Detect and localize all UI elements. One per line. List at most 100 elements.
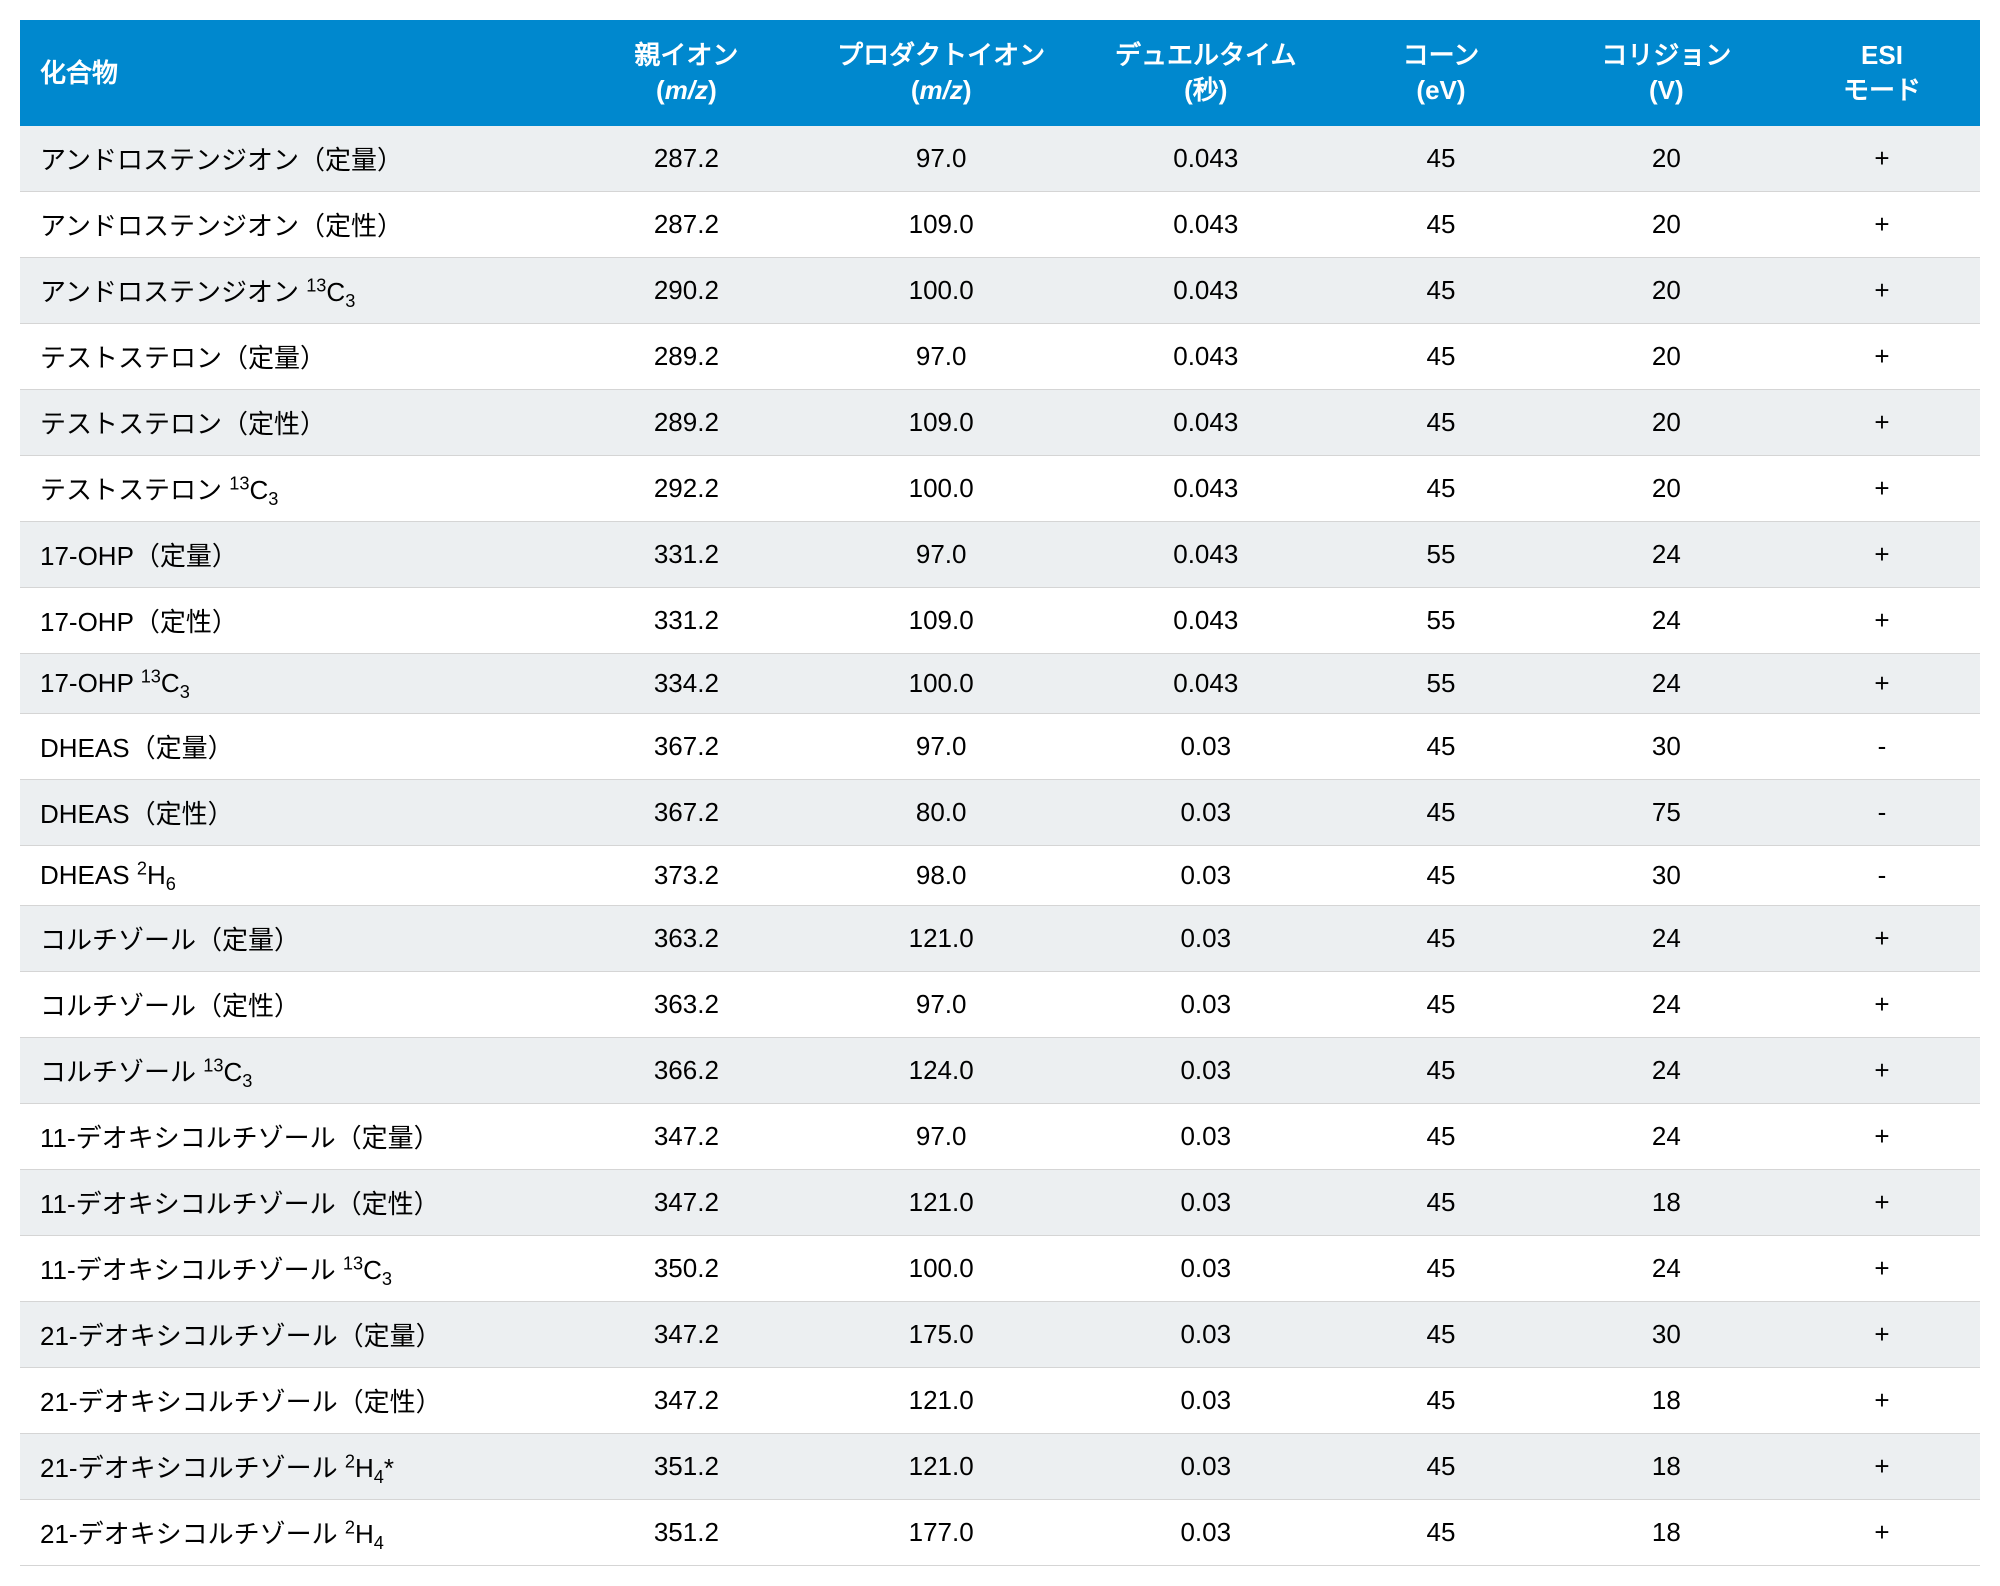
cell-parent: 367.2	[569, 714, 804, 780]
cell-product: 97.0	[804, 126, 1078, 192]
table-row: 11-デオキシコルチゾール（定量）347.297.00.034524+	[20, 1104, 1980, 1170]
cell-esi: +	[1784, 1236, 1980, 1302]
cell-collision: 20	[1549, 456, 1784, 522]
cell-cone: 55	[1333, 654, 1549, 714]
cell-dwell: 0.043	[1078, 654, 1333, 714]
cell-esi: +	[1784, 1302, 1980, 1368]
cell-compound: 11-デオキシコルチゾール（定量）	[20, 1104, 569, 1170]
column-header-3: デュエルタイム(秒)	[1078, 20, 1333, 126]
cell-compound: テストステロン（定性）	[20, 390, 569, 456]
table-row: 21-デオキシコルチゾール 2H4*351.2121.00.034518+	[20, 1434, 1980, 1500]
table-row: 17-OHP 13C3334.2100.00.0435524+	[20, 654, 1980, 714]
cell-parent: 351.2	[569, 1434, 804, 1500]
cell-collision: 24	[1549, 1038, 1784, 1104]
table-row: 11-デオキシコルチゾール（定性）347.2121.00.034518+	[20, 1170, 1980, 1236]
table-row: アンドロステンジオン 13C3290.2100.00.0434520+	[20, 258, 1980, 324]
cell-cone: 45	[1333, 1038, 1549, 1104]
cell-parent: 347.2	[569, 1170, 804, 1236]
cell-product: 121.0	[804, 1170, 1078, 1236]
cell-dwell: 0.03	[1078, 714, 1333, 780]
cell-collision: 20	[1549, 126, 1784, 192]
cell-esi: +	[1784, 1434, 1980, 1500]
cell-dwell: 0.043	[1078, 456, 1333, 522]
cell-product: 177.0	[804, 1500, 1078, 1566]
cell-esi: +	[1784, 654, 1980, 714]
cell-compound: 21-デオキシコルチゾール（定量）	[20, 1302, 569, 1368]
cell-product: 100.0	[804, 258, 1078, 324]
cell-product: 109.0	[804, 192, 1078, 258]
cell-collision: 18	[1549, 1170, 1784, 1236]
table-row: コルチゾール（定量）363.2121.00.034524+	[20, 906, 1980, 972]
cell-collision: 24	[1549, 654, 1784, 714]
table-row: テストステロン（定性）289.2109.00.0434520+	[20, 390, 1980, 456]
column-header-2: プロダクトイオン(m/z)	[804, 20, 1078, 126]
cell-product: 97.0	[804, 324, 1078, 390]
cell-dwell: 0.043	[1078, 390, 1333, 456]
cell-product: 109.0	[804, 588, 1078, 654]
table-row: コルチゾール 13C3366.2124.00.034524+	[20, 1038, 1980, 1104]
cell-collision: 18	[1549, 1434, 1784, 1500]
cell-parent: 366.2	[569, 1038, 804, 1104]
cell-parent: 373.2	[569, 846, 804, 906]
cell-compound: DHEAS（定量）	[20, 714, 569, 780]
cell-cone: 45	[1333, 258, 1549, 324]
cell-product: 121.0	[804, 1368, 1078, 1434]
cell-parent: 289.2	[569, 390, 804, 456]
cell-compound: テストステロン 13C3	[20, 456, 569, 522]
cell-esi: +	[1784, 1368, 1980, 1434]
cell-esi: +	[1784, 588, 1980, 654]
cell-parent: 363.2	[569, 972, 804, 1038]
cell-parent: 347.2	[569, 1302, 804, 1368]
cell-compound: 21-デオキシコルチゾール（定性）	[20, 1368, 569, 1434]
cell-parent: 287.2	[569, 192, 804, 258]
table-row: 17-OHP（定量）331.297.00.0435524+	[20, 522, 1980, 588]
cell-dwell: 0.043	[1078, 588, 1333, 654]
cell-compound: アンドロステンジオン（定量）	[20, 126, 569, 192]
table-row: DHEAS（定量）367.297.00.034530-	[20, 714, 1980, 780]
cell-compound: アンドロステンジオン（定性）	[20, 192, 569, 258]
cell-product: 80.0	[804, 780, 1078, 846]
table-row: テストステロン 13C3292.2100.00.0434520+	[20, 456, 1980, 522]
cell-esi: +	[1784, 1038, 1980, 1104]
table-row: 17-OHP（定性）331.2109.00.0435524+	[20, 588, 1980, 654]
cell-product: 98.0	[804, 846, 1078, 906]
cell-parent: 363.2	[569, 906, 804, 972]
cell-compound: 11-デオキシコルチゾール（定性）	[20, 1170, 569, 1236]
cell-dwell: 0.03	[1078, 780, 1333, 846]
table-row: 11-デオキシコルチゾール 13C3350.2100.00.034524+	[20, 1236, 1980, 1302]
cell-esi: +	[1784, 1104, 1980, 1170]
cell-compound: コルチゾール 13C3	[20, 1038, 569, 1104]
cell-compound: テストステロン（定量）	[20, 324, 569, 390]
table-row: 21-デオキシコルチゾール 2H4351.2177.00.034518+	[20, 1500, 1980, 1566]
cell-collision: 20	[1549, 390, 1784, 456]
cell-product: 175.0	[804, 1302, 1078, 1368]
table-body: アンドロステンジオン（定量）287.297.00.0434520+アンドロステン…	[20, 126, 1980, 1566]
cell-collision: 20	[1549, 258, 1784, 324]
cell-parent: 287.2	[569, 126, 804, 192]
cell-parent: 351.2	[569, 1500, 804, 1566]
cell-parent: 334.2	[569, 654, 804, 714]
cell-cone: 45	[1333, 324, 1549, 390]
cell-esi: +	[1784, 192, 1980, 258]
cell-esi: +	[1784, 324, 1980, 390]
cell-parent: 331.2	[569, 588, 804, 654]
cell-parent: 290.2	[569, 258, 804, 324]
cell-parent: 289.2	[569, 324, 804, 390]
cell-esi: +	[1784, 390, 1980, 456]
cell-cone: 45	[1333, 1434, 1549, 1500]
cell-compound: 11-デオキシコルチゾール 13C3	[20, 1236, 569, 1302]
cell-cone: 45	[1333, 1104, 1549, 1170]
cell-product: 109.0	[804, 390, 1078, 456]
cell-compound: 21-デオキシコルチゾール 2H4*	[20, 1434, 569, 1500]
cell-collision: 24	[1549, 972, 1784, 1038]
column-header-6: ESIモード	[1784, 20, 1980, 126]
cell-compound: DHEAS（定性）	[20, 780, 569, 846]
cell-product: 124.0	[804, 1038, 1078, 1104]
cell-parent: 331.2	[569, 522, 804, 588]
cell-dwell: 0.03	[1078, 1236, 1333, 1302]
cell-cone: 45	[1333, 1500, 1549, 1566]
cell-parent: 347.2	[569, 1104, 804, 1170]
cell-parent: 347.2	[569, 1368, 804, 1434]
cell-esi: +	[1784, 456, 1980, 522]
cell-dwell: 0.03	[1078, 846, 1333, 906]
